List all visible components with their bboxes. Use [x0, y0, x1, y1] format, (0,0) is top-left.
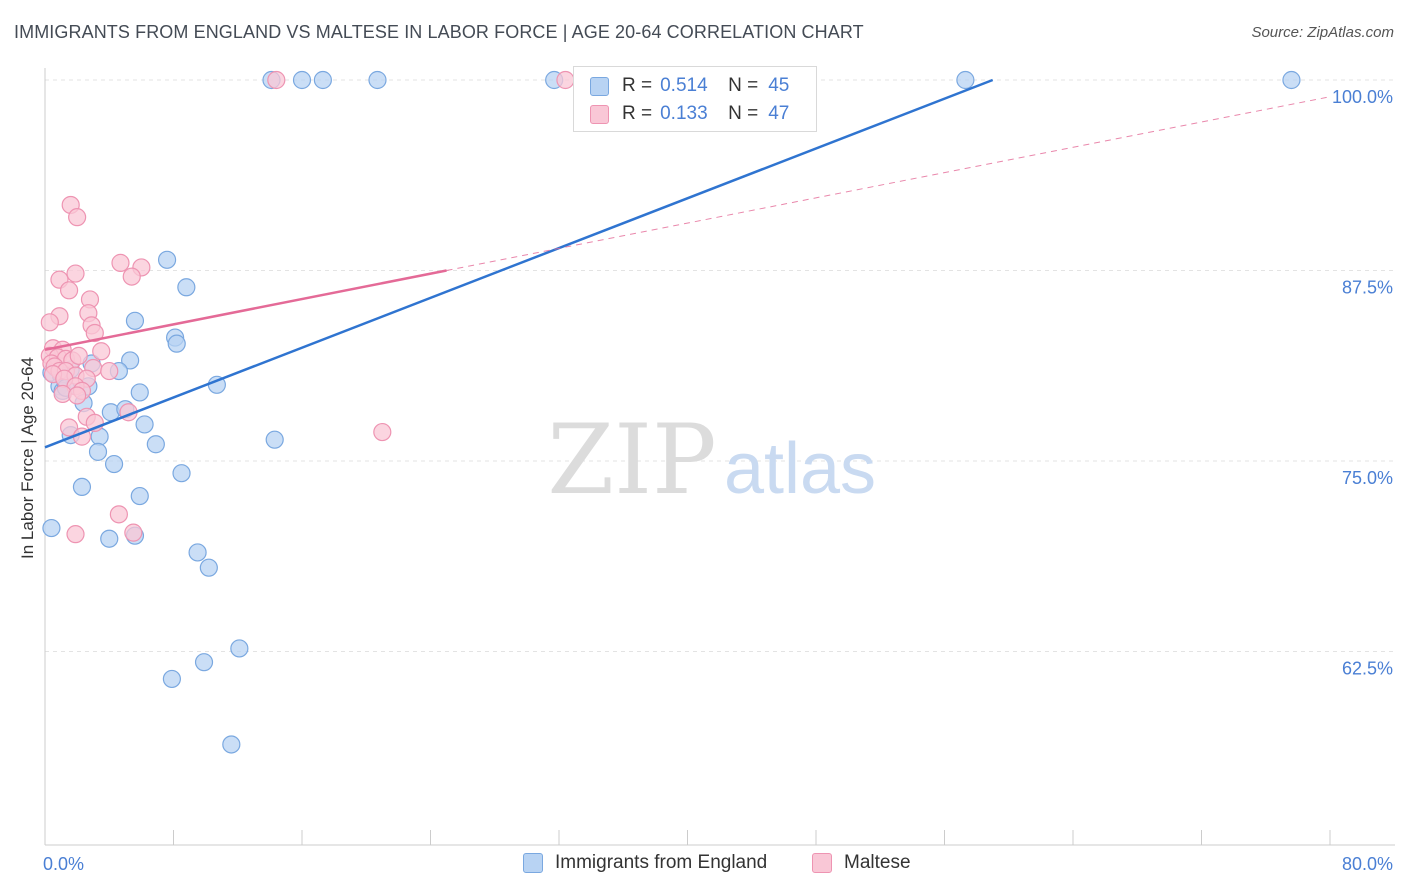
legend-label-maltese: Maltese [844, 852, 911, 873]
x-tick-label: 0.0% [43, 854, 84, 874]
data-point-england [72, 477, 92, 497]
trend-line-maltese [44, 269, 447, 351]
data-point-england [230, 639, 249, 658]
series-legend: Immigrants from England Maltese [0, 852, 1406, 878]
watermark: ZIP atlas [547, 404, 876, 516]
y-tick-label: 62.5% [1342, 659, 1393, 679]
data-point-maltese [111, 253, 130, 272]
data-point-england [121, 351, 140, 370]
data-point-maltese [59, 281, 79, 300]
data-point-england [130, 486, 149, 506]
data-point-england [146, 435, 165, 454]
legend-swatch-blue [590, 76, 609, 96]
data-point-maltese [69, 346, 88, 365]
y-tick-label: 87.5% [1342, 278, 1393, 298]
data-point-england [177, 278, 196, 297]
data-point-maltese [66, 264, 85, 283]
data-point-england [292, 70, 312, 90]
data-point-maltese [68, 208, 87, 227]
data-point-maltese [59, 418, 79, 437]
legend-r-value: 0.514 [660, 75, 708, 96]
y-tick-label: 75.0% [1342, 468, 1393, 488]
source-label: Source: ZipAtlas.com [1251, 24, 1394, 41]
data-point-maltese [40, 313, 59, 332]
legend-n-value: 45 [768, 75, 790, 96]
data-point-england [88, 442, 108, 461]
data-point-maltese [267, 70, 286, 90]
x-tick-label: 80.0% [1342, 854, 1393, 874]
legend-swatch-pink [812, 853, 832, 873]
data-point-england [104, 454, 124, 474]
data-point-england [265, 430, 284, 449]
data-point-maltese [373, 422, 392, 442]
data-point-england [1282, 70, 1301, 90]
stats-legend: R = 0.514 N = 45 R = 0.133 N = 47 [573, 66, 817, 132]
trend-line-maltese-extension [446, 96, 1331, 271]
data-point-england [188, 543, 207, 562]
data-point-england [130, 383, 149, 402]
data-point-england [42, 518, 61, 538]
trend-lines [44, 78, 1331, 449]
gridlines [45, 79, 1395, 652]
data-point-england [368, 70, 387, 90]
y-tick-label: 100.0% [1332, 87, 1393, 107]
data-point-maltese [68, 386, 87, 405]
legend-item-england: Immigrants from England [523, 852, 767, 874]
data-point-england [313, 70, 332, 90]
legend-item-maltese: Maltese [812, 852, 911, 874]
legend-n-value: 47 [768, 103, 790, 124]
data-point-england [956, 70, 975, 90]
trend-line-england [44, 78, 994, 449]
axes [44, 68, 1395, 846]
tick-labels: 62.5% 75.0% 87.5% 100.0% 0.0% 80.0% [43, 87, 1393, 874]
legend-swatch-pink [590, 104, 609, 124]
data-point-maltese [124, 523, 143, 542]
data-point-england [100, 529, 119, 548]
data-point-england [172, 464, 191, 483]
data-point-maltese [556, 70, 575, 90]
legend-n-label: N = [728, 103, 759, 124]
series-maltese-points [40, 70, 575, 544]
legend-swatch-blue [523, 853, 543, 873]
data-point-maltese [66, 525, 85, 544]
chart-title: IMMIGRANTS FROM ENGLAND VS MALTESE IN LA… [14, 22, 864, 42]
legend-row-england: R = 0.514 N = 45 [590, 74, 789, 98]
legend-r-label: R = [622, 103, 653, 124]
legend-label-england: Immigrants from England [555, 852, 768, 873]
legend-r-value: 0.133 [660, 103, 708, 124]
data-point-england [167, 334, 186, 353]
data-point-maltese [92, 342, 111, 361]
data-point-maltese [85, 323, 104, 343]
data-point-england [199, 558, 218, 577]
watermark-zip: ZIP [547, 404, 716, 516]
data-point-england [222, 735, 241, 754]
watermark-atlas: atlas [724, 429, 876, 509]
data-point-england [162, 669, 181, 689]
legend-n-label: N = [728, 75, 759, 96]
legend-r-label: R = [622, 75, 653, 96]
data-point-maltese [100, 361, 119, 381]
data-point-england [125, 311, 145, 330]
data-point-england [157, 250, 177, 269]
data-point-england [194, 653, 214, 672]
data-point-maltese [109, 505, 128, 524]
data-point-england [135, 415, 154, 434]
legend-row-maltese: R = 0.133 N = 47 [590, 102, 789, 126]
data-point-maltese [122, 267, 141, 286]
